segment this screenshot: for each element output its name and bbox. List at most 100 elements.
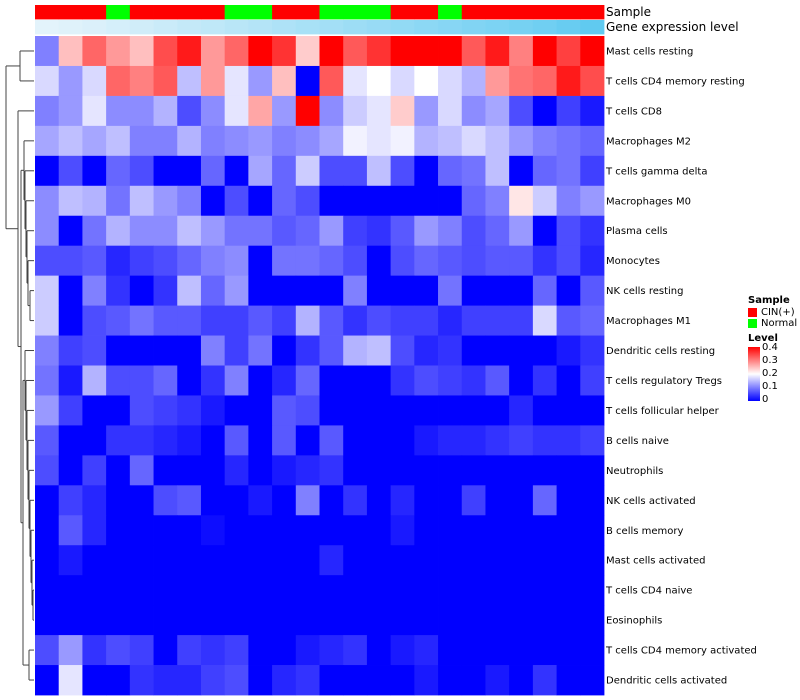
heatmap-cell	[461, 155, 486, 187]
heatmap-cell	[509, 545, 534, 576]
heatmap-cell	[153, 275, 178, 306]
heatmap-cell	[438, 185, 463, 217]
heatmap-cell	[414, 395, 439, 426]
heatmap-cell	[414, 125, 439, 157]
heatmap-cell	[556, 455, 581, 486]
heatmap-cell	[200, 36, 226, 67]
heatmap-cell	[295, 425, 320, 456]
heatmap-cell	[509, 215, 534, 247]
heatmap-cell	[390, 36, 415, 67]
heatmap-cell	[485, 395, 510, 426]
heatmap-cell	[200, 605, 226, 636]
heatmap-cell	[153, 665, 178, 696]
heatmap-cell	[509, 605, 534, 636]
heatmap-cell	[177, 605, 202, 636]
heatmap-cell	[129, 425, 154, 456]
heatmap-cell	[200, 365, 226, 396]
heatmap-cell	[153, 335, 178, 366]
heatmap-cell	[35, 635, 60, 666]
heatmap-cell	[438, 545, 463, 576]
heatmap-cell	[485, 605, 510, 636]
heatmap-cell	[580, 665, 605, 696]
heatmap-cell	[106, 215, 131, 247]
heatmap-cell	[106, 365, 131, 396]
heatmap-cell	[58, 305, 83, 336]
expression-annotation-cell	[295, 20, 320, 35]
heatmap-cell	[35, 245, 60, 277]
heatmap-cell	[485, 215, 510, 247]
heatmap-cell	[366, 455, 392, 486]
legend-item-normal: Normal	[748, 318, 798, 329]
heatmap-cell	[461, 335, 486, 366]
heatmap-cell	[82, 485, 107, 516]
heatmap-cell	[438, 275, 463, 306]
heatmap-cell	[106, 395, 131, 426]
heatmap-cell	[106, 245, 131, 277]
heatmap-cell	[153, 65, 178, 97]
heatmap-cell	[82, 305, 107, 336]
heatmap-cell	[129, 125, 154, 157]
heatmap-cell	[485, 36, 510, 67]
level-legend: Level 0.4 0.3 0.2 0.1 0	[748, 333, 798, 405]
legend-swatch-normal	[748, 319, 757, 328]
heatmap-cell	[248, 125, 273, 157]
heatmap-cell	[366, 545, 392, 576]
heatmap-cell	[556, 425, 581, 456]
heatmap-cell	[485, 275, 510, 306]
heatmap-cell	[248, 215, 273, 247]
heatmap-cell	[414, 545, 439, 576]
heatmap-cell	[129, 185, 154, 217]
heatmap-cell	[509, 425, 534, 456]
heatmap-cell	[58, 245, 83, 277]
heatmap-cell	[82, 545, 107, 576]
expression-annotation-cell	[461, 20, 486, 35]
heatmap-cell	[319, 125, 344, 157]
heatmap-cell	[272, 395, 297, 426]
heatmap-cell	[319, 305, 344, 336]
heatmap-cell	[58, 635, 83, 666]
heatmap-cell	[177, 125, 202, 157]
heatmap-cell	[438, 635, 463, 666]
sample-annotation-cell	[58, 5, 83, 20]
heatmap-cell	[224, 65, 249, 97]
heatmap-cell	[35, 185, 60, 217]
row-label: NK cells activated	[606, 496, 696, 507]
heatmap-cell	[129, 95, 154, 127]
heatmap-cell	[580, 65, 605, 97]
heatmap-cell	[248, 365, 273, 396]
heatmap-cell	[58, 545, 83, 576]
sample-annotation-cell	[295, 5, 320, 20]
legend-label-normal: Normal	[761, 318, 798, 329]
heatmap-cell	[295, 575, 320, 606]
heatmap-cell	[224, 305, 249, 336]
heatmap-cell	[414, 155, 439, 187]
row-label: Mast cells resting	[606, 46, 693, 57]
heatmap-cell	[295, 335, 320, 366]
heatmap-cell	[532, 485, 557, 516]
heatmap-cell	[509, 245, 534, 277]
heatmap-cell	[532, 665, 557, 696]
heatmap-cell	[485, 65, 510, 97]
heatmap-cell	[509, 635, 534, 666]
heatmap-cell	[343, 125, 368, 157]
heatmap-cell	[58, 485, 83, 516]
legend-swatch-cin	[748, 308, 757, 317]
expression-annotation-cell	[248, 20, 273, 35]
heatmap-cell	[295, 365, 320, 396]
heatmap-cell	[35, 305, 60, 336]
heatmap-cell	[461, 545, 486, 576]
expression-annotation-cell	[224, 20, 249, 35]
heatmap-cell	[58, 215, 83, 247]
row-label: T cells regulatory Tregs	[605, 376, 722, 387]
heatmap-cell	[129, 605, 154, 636]
heatmap-cell	[177, 65, 202, 97]
heatmap-cell	[414, 365, 439, 396]
heatmap-cell	[248, 665, 273, 696]
heatmap-cell	[295, 455, 320, 486]
heatmap-cell	[556, 545, 581, 576]
heatmap-cell	[58, 515, 83, 546]
heatmap-cell	[319, 665, 344, 696]
heatmap-cell	[461, 245, 486, 277]
heatmap-cell	[556, 275, 581, 306]
heatmap-cell	[343, 275, 368, 306]
